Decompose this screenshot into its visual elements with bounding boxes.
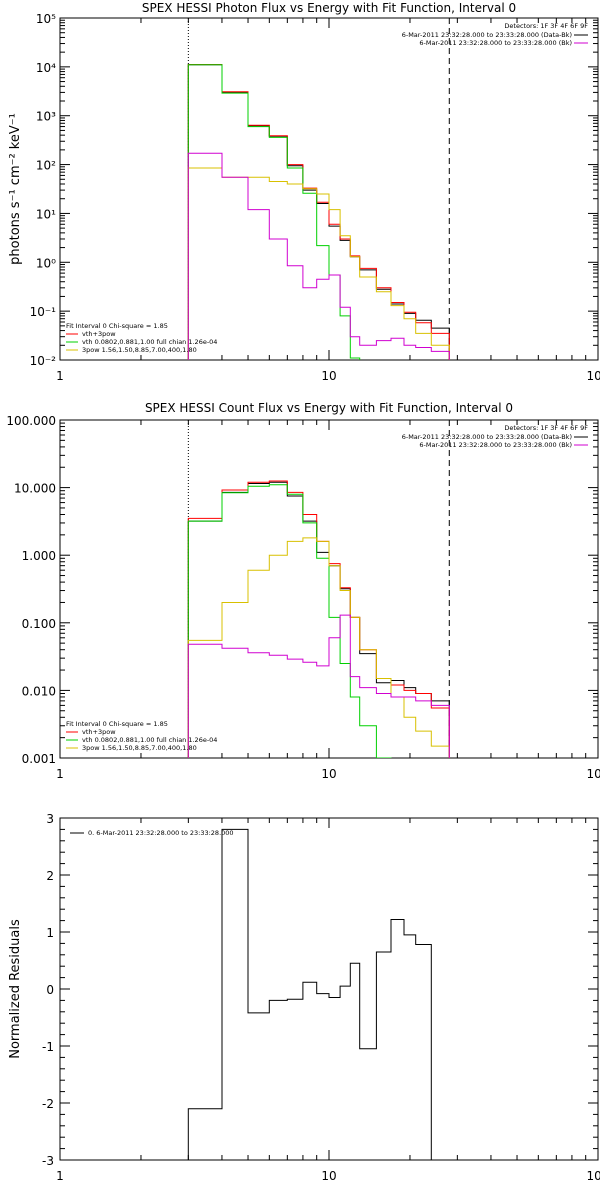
- x-tick-label: 1: [56, 767, 64, 781]
- plot-frame: [59, 17, 599, 361]
- y-tick-label: 10⁵: [36, 12, 56, 26]
- series-line-red: [187, 64, 450, 360]
- y-tick-label: 1: [46, 926, 54, 940]
- legend-fit-text: vth+3pow: [82, 330, 116, 338]
- x-tick-label: 100: [587, 369, 600, 383]
- series-line-green: [187, 484, 392, 758]
- y-tick-label: 0.100: [22, 617, 56, 631]
- x-tick-label: 100: [587, 1169, 600, 1183]
- x-tick-label: 10: [321, 1169, 336, 1183]
- legend-fit-text: vth 0.0802,0.881,1.00 full chian 1.26e-0…: [82, 736, 217, 744]
- series-line-magenta: [187, 614, 450, 758]
- y-tick-label: -1: [42, 1040, 54, 1054]
- y-tick-label: 3: [46, 812, 54, 826]
- y-tick-label: 10⁻²: [30, 354, 57, 368]
- y-tick-label: 2: [46, 869, 54, 883]
- series-line-black: [187, 481, 450, 758]
- legend-fit-header: Fit Interval 0 Chi-square = 1.85: [66, 322, 168, 330]
- legend-fit-header: Fit Interval 0 Chi-square = 1.85: [66, 720, 168, 728]
- legend-detectors: Detectors: 1F 3F 4F 6F 9F: [504, 424, 588, 432]
- legend-entry-text: 6-Mar-2011 23:32:28.000 to 23:33:28.000 …: [402, 433, 572, 441]
- y-tick-label: 1.000: [22, 549, 56, 563]
- legend-entry-text: 6-Mar-2011 23:32:28.000 to 23:33:28.000 …: [419, 39, 572, 47]
- x-tick-label: 10: [321, 369, 336, 383]
- legend-fit-text: vth+3pow: [82, 728, 116, 736]
- x-tick-label: 1: [56, 1169, 64, 1183]
- legend-fit-text: vth 0.0802,0.881,1.00 full chian 1.26e-0…: [82, 338, 217, 346]
- x-tick-label: 100: [587, 767, 600, 781]
- y-tick-label: 0.001: [22, 752, 56, 766]
- series-group: [187, 64, 450, 360]
- legend-entry-text: 6-Mar-2011 23:32:28.000 to 23:33:28.000 …: [419, 441, 572, 449]
- chart-title: SPEX HESSI Count Flux vs Energy with Fit…: [145, 401, 513, 415]
- series-line-red: [187, 480, 450, 758]
- x-tick-label: 10: [321, 767, 336, 781]
- chart-title: SPEX HESSI Photon Flux vs Energy with Fi…: [142, 1, 516, 15]
- y-axis-label: photons s⁻¹ cm⁻² keV⁻¹: [8, 113, 23, 265]
- y-tick-label: 100.000: [6, 414, 56, 428]
- y-tick-label: 0: [46, 983, 54, 997]
- chart-panel-2: SPEX HESSI Count Flux vs Energy with Fit…: [6, 401, 600, 781]
- series-line-yellow: [187, 167, 450, 360]
- y-tick-label: 10.000: [14, 482, 56, 496]
- legend-fit-text: 3pow 1.56,1.50,8.85,7.00,400,1.80: [82, 346, 197, 354]
- y-tick-label: 10²: [36, 159, 56, 173]
- y-tick-label: 0.010: [22, 684, 56, 698]
- y-tick-label: -2: [42, 1097, 54, 1111]
- chart-panel-1: SPEX HESSI Photon Flux vs Energy with Fi…: [8, 1, 600, 383]
- x-tick-label: 1: [56, 369, 64, 383]
- plot-frame: [59, 817, 599, 1161]
- legend-text: 0. 6-Mar-2011 23:32:28.000 to 23:33:28.0…: [88, 829, 234, 837]
- y-axis-label: Normalized Residuals: [8, 919, 23, 1059]
- legend-detectors: Detectors: 1F 3F 4F 6F 9F: [504, 22, 588, 30]
- series-line-black: [187, 64, 450, 360]
- y-tick-label: 10⁴: [36, 61, 56, 75]
- y-tick-label: 10⁻¹: [30, 305, 57, 319]
- series-group: [187, 480, 450, 758]
- series-line-black: [187, 828, 432, 1160]
- series-group: [187, 828, 432, 1160]
- y-tick-label: -3: [42, 1154, 54, 1168]
- legend-fit-text: 3pow 1.56,1.50,8.85,7.00,400,1.80: [82, 744, 197, 752]
- series-line-magenta: [187, 152, 450, 360]
- legend-entry-text: 6-Mar-2011 23:32:28.000 to 23:33:28.000 …: [402, 31, 572, 39]
- series-line-yellow: [187, 537, 450, 758]
- y-tick-label: 10⁰: [36, 256, 56, 270]
- y-tick-label: 10¹: [36, 207, 56, 221]
- chart-panel-3: 1 10 100 -3 -2 -1 0 1 2 3 Normalized Residuals 0. 6…: [8, 812, 600, 1183]
- y-tick-label: 10³: [36, 110, 56, 124]
